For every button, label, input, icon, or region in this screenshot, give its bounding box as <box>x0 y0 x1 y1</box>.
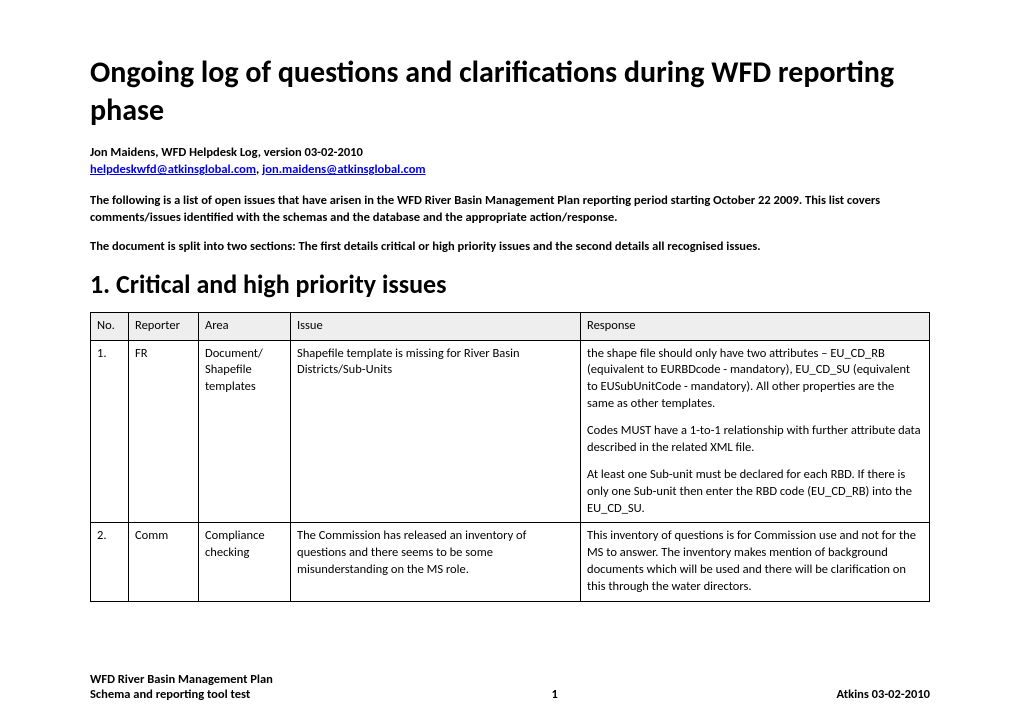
page-footer: WFD River Basin Management Plan Schema a… <box>90 672 930 702</box>
email-link-author[interactable]: jon.maidens@atkinsglobal.com <box>262 162 426 177</box>
header-issue: Issue <box>291 312 581 340</box>
header-response: Response <box>581 312 930 340</box>
cell-reporter: Comm <box>129 523 199 602</box>
cell-area: Compliance checking <box>199 523 291 602</box>
cell-no: 2. <box>91 523 129 602</box>
table-row: 1. FR Document/ Shapefile templates Shap… <box>91 340 930 523</box>
document-page: Ongoing log of questions and clarificati… <box>0 0 1020 720</box>
contact-emails: helpdeskwfd@atkinsglobal.com, jon.maiden… <box>90 162 930 177</box>
section-1-heading: 1. Critical and high priority issues <box>90 268 930 300</box>
cell-reporter: FR <box>129 340 199 523</box>
header-reporter: Reporter <box>129 312 199 340</box>
intro-paragraph-1: The following is a list of open issues t… <box>90 193 930 227</box>
cell-issue: The Commission has released an inventory… <box>291 523 581 602</box>
response-paragraph: This inventory of questions is for Commi… <box>587 528 923 596</box>
header-no: No. <box>91 312 129 340</box>
cell-issue: Shapefile template is missing for River … <box>291 340 581 523</box>
cell-area: Document/ Shapefile templates <box>199 340 291 523</box>
email-link-helpdesk[interactable]: helpdeskwfd@atkinsglobal.com <box>90 162 256 177</box>
cell-response: the shape file should only have two attr… <box>581 340 930 523</box>
table-header-row: No. Reporter Area Issue Response <box>91 312 930 340</box>
table-body: 1. FR Document/ Shapefile templates Shap… <box>91 340 930 601</box>
cell-no: 1. <box>91 340 129 523</box>
footer-left-line2: Schema and reporting tool test <box>90 687 273 702</box>
header-area: Area <box>199 312 291 340</box>
footer-left: WFD River Basin Management Plan Schema a… <box>90 672 273 702</box>
footer-right: Atkins 03-02-2010 <box>837 687 930 702</box>
byline: Jon Maidens, WFD Helpdesk Log, version 0… <box>90 145 930 160</box>
table-head: No. Reporter Area Issue Response <box>91 312 930 340</box>
page-title: Ongoing log of questions and clarificati… <box>90 54 930 129</box>
table-row: 2. Comm Compliance checking The Commissi… <box>91 523 930 602</box>
response-paragraph: the shape file should only have two attr… <box>587 346 923 414</box>
footer-page-number: 1 <box>552 687 558 702</box>
response-paragraph: Codes MUST have a 1-to-1 relationship wi… <box>587 423 923 457</box>
response-paragraph: At least one Sub-unit must be declared f… <box>587 467 923 518</box>
issues-table: No. Reporter Area Issue Response 1. FR D… <box>90 312 930 602</box>
cell-response: This inventory of questions is for Commi… <box>581 523 930 602</box>
intro-paragraph-2: The document is split into two sections:… <box>90 239 930 256</box>
footer-left-line1: WFD River Basin Management Plan <box>90 672 273 687</box>
